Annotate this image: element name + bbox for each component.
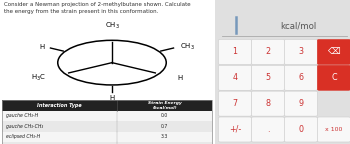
Text: 0: 0 [298, 125, 303, 134]
Text: .: . [267, 125, 269, 134]
Text: 0.7: 0.7 [161, 124, 168, 129]
Bar [2, 100, 212, 144]
Text: CH$_3$: CH$_3$ [180, 41, 195, 52]
Text: 0.0: 0.0 [161, 113, 168, 118]
Text: x 100: x 100 [325, 127, 343, 132]
Text: 9: 9 [298, 99, 303, 108]
FancyBboxPatch shape [284, 91, 317, 116]
Text: CH$_3$: CH$_3$ [105, 21, 119, 31]
Text: H: H [109, 95, 114, 101]
Text: Consider a Newman projection of 2-methylbutane shown. Calculate
the energy from : Consider a Newman projection of 2-methyl… [4, 2, 191, 14]
FancyBboxPatch shape [317, 117, 350, 142]
FancyBboxPatch shape [2, 121, 212, 132]
FancyBboxPatch shape [317, 65, 350, 90]
Text: kcal/mol: kcal/mol [280, 21, 316, 30]
FancyBboxPatch shape [0, 0, 215, 144]
Text: gauche CH₃-CH₃: gauche CH₃-CH₃ [6, 124, 43, 129]
FancyBboxPatch shape [284, 65, 317, 90]
Text: ⌫: ⌫ [328, 48, 340, 56]
Text: 8: 8 [265, 99, 271, 108]
Text: 1: 1 [232, 48, 237, 56]
Text: 5: 5 [265, 73, 271, 82]
Text: gauche CH₃-H: gauche CH₃-H [6, 113, 38, 118]
Text: 6: 6 [298, 73, 303, 82]
FancyBboxPatch shape [218, 65, 251, 90]
Text: Strain Energy
(kcal/mol): Strain Energy (kcal/mol) [148, 101, 181, 110]
FancyBboxPatch shape [251, 39, 284, 65]
Text: 2: 2 [265, 48, 271, 56]
FancyBboxPatch shape [251, 117, 284, 142]
FancyBboxPatch shape [2, 100, 212, 111]
FancyBboxPatch shape [218, 39, 251, 65]
Text: eclipsed CH₃-H: eclipsed CH₃-H [6, 134, 40, 139]
FancyBboxPatch shape [218, 91, 251, 116]
Text: 7: 7 [232, 99, 237, 108]
Text: 4: 4 [232, 73, 237, 82]
FancyBboxPatch shape [284, 117, 317, 142]
FancyBboxPatch shape [284, 39, 317, 65]
FancyBboxPatch shape [2, 111, 212, 121]
Text: 3: 3 [298, 48, 303, 56]
Text: 3.3: 3.3 [161, 134, 168, 139]
Text: H: H [178, 75, 183, 81]
Text: Interaction Type: Interaction Type [37, 103, 82, 108]
FancyBboxPatch shape [218, 117, 251, 142]
FancyBboxPatch shape [251, 91, 284, 116]
Text: H: H [39, 44, 44, 50]
Text: H$_3$C: H$_3$C [31, 73, 46, 83]
FancyBboxPatch shape [2, 142, 212, 144]
FancyBboxPatch shape [317, 39, 350, 65]
Text: +/-: +/- [229, 125, 241, 134]
Text: C: C [331, 73, 337, 82]
FancyBboxPatch shape [2, 132, 212, 142]
FancyBboxPatch shape [251, 65, 284, 90]
